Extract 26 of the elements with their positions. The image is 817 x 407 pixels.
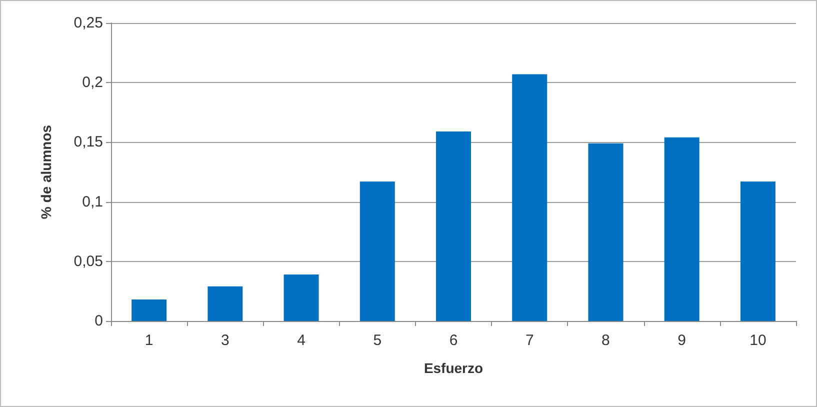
y-tick-label: 0,2 — [82, 74, 103, 92]
x-tick-label: 6 — [449, 332, 458, 349]
bar — [664, 137, 700, 321]
y-tick-label: 0,05 — [74, 252, 103, 270]
bar — [284, 274, 319, 321]
y-tick-label: 0,1 — [82, 193, 103, 210]
x-tick-label: 5 — [373, 332, 382, 349]
bar — [740, 182, 776, 321]
x-tick-label: 10 — [750, 332, 766, 349]
x-tick-label: 4 — [297, 332, 306, 349]
y-tick-label: 0,25 — [74, 14, 103, 32]
x-tick-label: 7 — [525, 332, 534, 349]
bar — [132, 300, 167, 321]
x-tick-label: 8 — [602, 332, 610, 349]
bar — [360, 182, 395, 321]
y-tick-label: 0,15 — [74, 134, 103, 151]
x-axis-title: Esfuerzo — [424, 360, 484, 376]
bar — [208, 286, 243, 321]
x-tick-label: 1 — [144, 332, 154, 349]
x-tick-label: 3 — [220, 332, 230, 349]
y-tick-label: 0 — [94, 312, 103, 330]
bar — [436, 131, 472, 321]
bar — [588, 143, 624, 321]
x-tick-label: 9 — [678, 332, 686, 349]
bar — [512, 74, 548, 321]
y-axis-title: % de alumnos — [38, 124, 54, 220]
